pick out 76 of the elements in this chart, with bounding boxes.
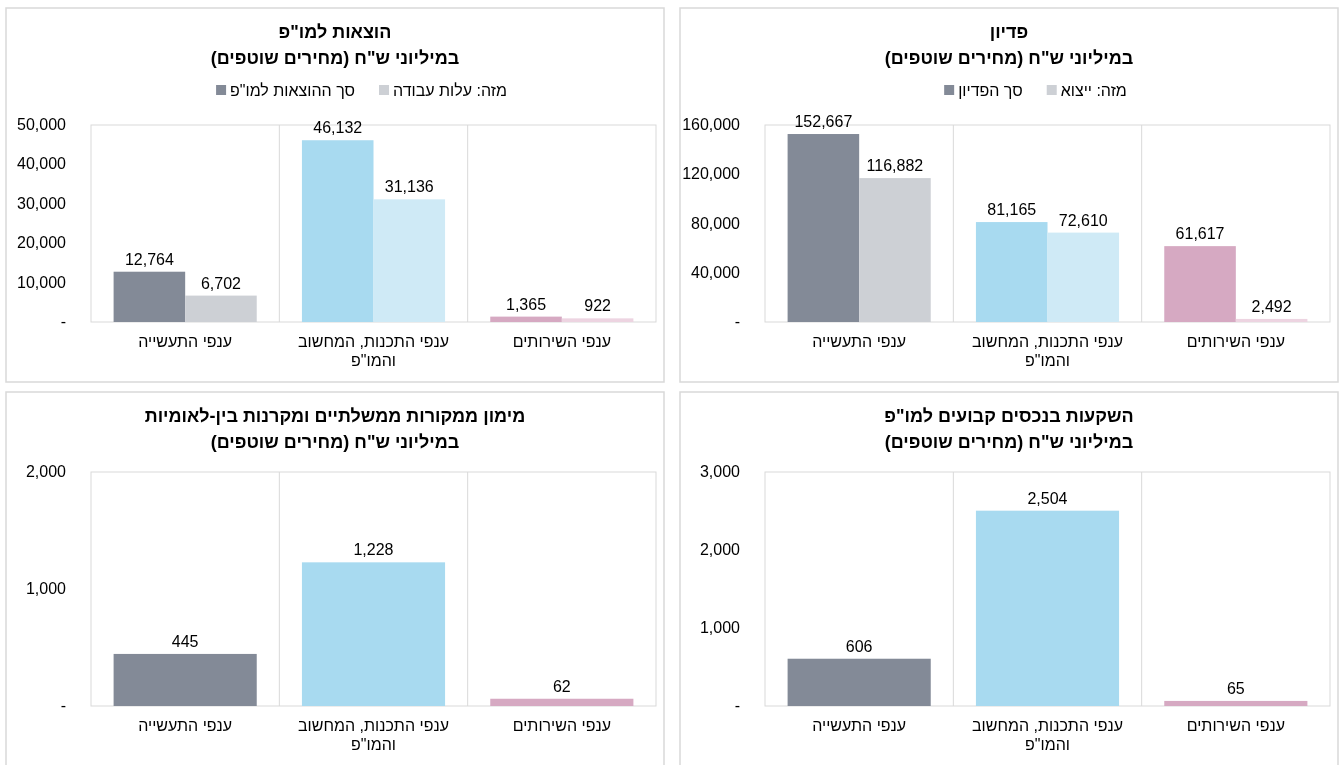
x-tick-label: ענפי התכנות, המחשוב והמו"פ (972, 333, 1123, 369)
x-tick-label: ענפי התכנות, המחשוב והמו"פ (298, 333, 449, 369)
data-label: 65 (1226, 679, 1245, 697)
y-tick-label: 120,000 (682, 165, 741, 183)
data-label: 922 (584, 297, 612, 315)
chart-title: הוצאות למו"פ (278, 22, 392, 42)
data-label: 81,165 (987, 201, 1037, 219)
x-tick-label: ענפי התכנות, המחשוב והמו"פ (298, 717, 449, 753)
bar (490, 316, 562, 322)
x-tick-label: ענפי השירותים (512, 333, 611, 350)
x-tick-label: ענפי השירותים (1186, 333, 1285, 350)
y-tick-label: 50,000 (17, 116, 67, 133)
y-tick-label: 40,000 (691, 263, 741, 281)
x-tick-label: ענפי השירותים (1186, 717, 1285, 734)
data-label: 62 (552, 677, 571, 695)
y-tick-label: - (734, 313, 740, 330)
y-tick-label: 40,000 (17, 155, 67, 173)
data-label: 72,610 (1058, 211, 1108, 229)
y-tick-label: 30,000 (17, 194, 67, 212)
data-label: 6,702 (200, 274, 242, 292)
bar (1047, 232, 1120, 322)
x-tick-label: ענפי התעשייה (812, 717, 907, 734)
chart-title: מימון ממקורות ממשלתיים ומקרנות בין-לאומיות (144, 406, 526, 426)
y-tick-label: 20,000 (17, 234, 67, 252)
bar (787, 134, 860, 322)
x-tick-label: ענפי השירותים (512, 717, 611, 734)
data-label: 445 (171, 632, 199, 650)
chart-title: פדיון (989, 22, 1029, 42)
data-label: 12,764 (124, 250, 174, 268)
legend-label: מזה: עלות עבודה (393, 82, 507, 99)
data-label: 2,504 (1027, 489, 1068, 507)
y-tick-label: 2,000 (699, 541, 741, 558)
chart-subtitle: במיליוני ש"ח (מחירים שוטפים) (884, 432, 1134, 452)
bar (975, 222, 1048, 322)
data-label: 1,365 (506, 295, 547, 313)
y-tick-label: 3,000 (699, 463, 741, 480)
data-label: 606 (845, 637, 873, 655)
bar (1164, 700, 1308, 706)
bar (787, 658, 931, 706)
data-label: 116,882 (866, 157, 924, 175)
bar (113, 653, 257, 706)
chart-subtitle: במיליוני ש"ח (מחירים שוטפים) (884, 48, 1134, 68)
chart-title: השקעות בנכסים קבועים למו"פ (884, 406, 1134, 426)
legend-label: סך הפדיון (958, 82, 1023, 99)
data-label: 61,617 (1175, 225, 1225, 243)
x-tick-label: ענפי התכנות, המחשוב והמו"פ (972, 717, 1123, 753)
y-tick-label: - (60, 313, 66, 330)
bar (1235, 318, 1308, 322)
y-tick-label: - (60, 697, 66, 714)
bar (301, 562, 446, 706)
y-tick-label: 1,000 (699, 619, 741, 636)
bar (561, 318, 634, 322)
data-label: 2,492 (1251, 297, 1292, 315)
bar (975, 510, 1120, 706)
x-tick-label: ענפי התעשייה (138, 333, 233, 350)
y-tick-label: 2,000 (25, 463, 67, 480)
y-tick-label: 160,000 (682, 116, 741, 133)
bar (1164, 246, 1236, 322)
x-tick-label: ענפי התעשייה (812, 333, 907, 350)
bar (373, 199, 446, 322)
y-tick-label: 1,000 (25, 580, 67, 597)
chart-subtitle: במיליוני ש"ח (מחירים שוטפים) (210, 48, 460, 68)
bar (113, 271, 186, 322)
y-tick-label: - (734, 697, 740, 714)
data-label: 1,228 (353, 541, 394, 559)
chart-subtitle: במיליוני ש"ח (מחירים שוטפים) (210, 432, 460, 452)
legend-label: סך ההוצאות למו"פ (230, 82, 356, 99)
bar (490, 698, 634, 706)
data-label: 31,136 (384, 178, 434, 196)
x-tick-label: ענפי התעשייה (138, 717, 233, 734)
legend-label: מזה: ייצוא (1060, 82, 1127, 99)
y-tick-label: 10,000 (17, 273, 67, 291)
data-label: 152,667 (794, 113, 853, 131)
data-label: 46,132 (313, 119, 363, 137)
bar (301, 140, 374, 322)
y-tick-label: 80,000 (691, 214, 741, 232)
